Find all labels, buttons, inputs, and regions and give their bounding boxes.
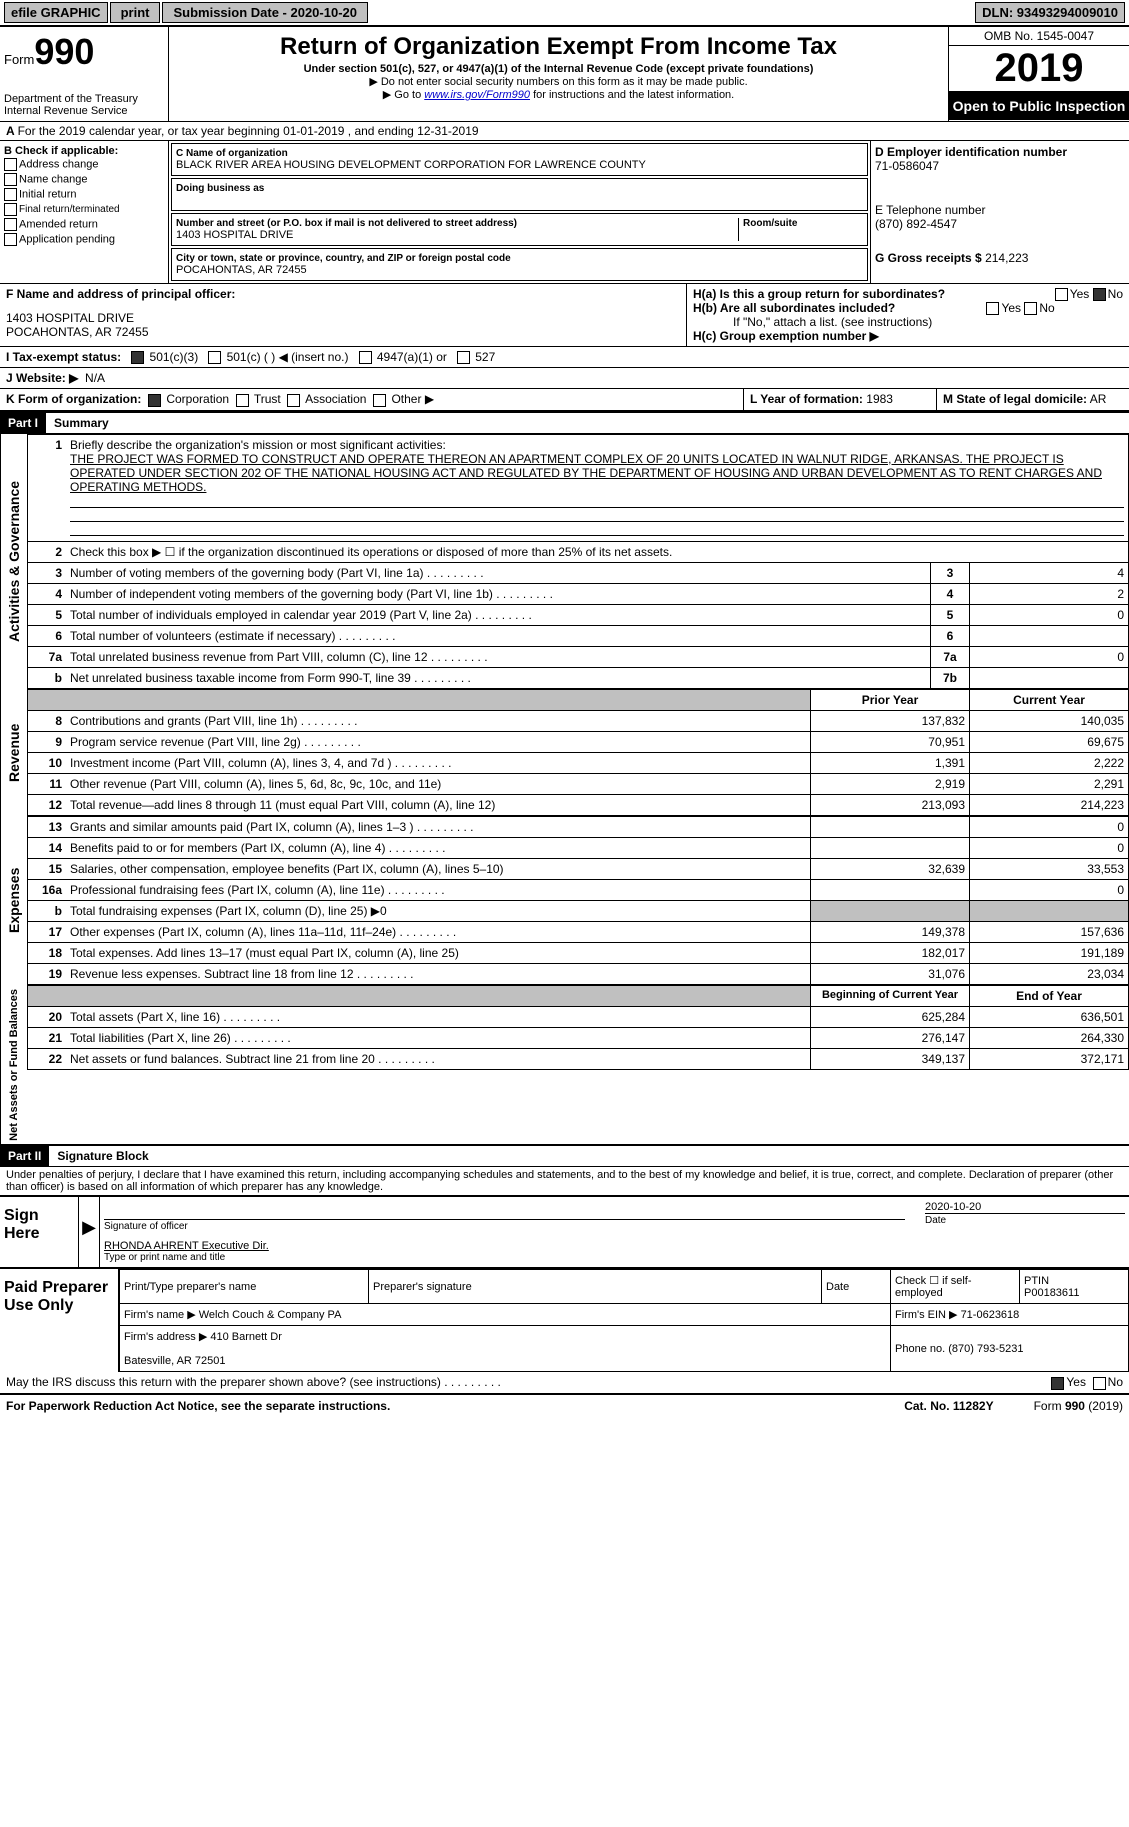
paid-preparer-section: Paid Preparer Use Only Print/Type prepar… (0, 1267, 1129, 1372)
check-if-applicable: B Check if applicable: Address change Na… (0, 141, 169, 283)
tax-year: 2019 (949, 46, 1129, 92)
tax-exempt-status: I Tax-exempt status: 501(c)(3) 501(c) ( … (0, 347, 1129, 368)
firm-name: Welch Couch & Company PA (199, 1309, 342, 1321)
form-org-row: K Form of organization: Corporation Trus… (0, 389, 1129, 410)
ein-value: 71-0586047 (875, 159, 1125, 173)
net-assets-section: Net Assets or Fund Balances Beginning of… (0, 985, 1129, 1145)
part-ii-header: Part II Signature Block (0, 1144, 1129, 1167)
form-word: Form (4, 52, 34, 67)
form-subtitle: Under section 501(c), 527, or 4947(a)(1)… (173, 63, 944, 75)
form-title: Return of Organization Exempt From Incom… (173, 33, 944, 61)
header-center: Return of Organization Exempt From Incom… (169, 27, 948, 121)
phone-value: (870) 892-4547 (875, 217, 1125, 231)
sign-here-section: Sign Here ▶ Signature of officer 2020-10… (0, 1195, 1129, 1267)
org-name: BLACK RIVER AREA HOUSING DEVELOPMENT COR… (176, 159, 863, 171)
street-address: 1403 HOSPITAL DRIVE (176, 229, 738, 241)
instructions-link-line: ▶ Go to www.irs.gov/Form990 for instruct… (173, 88, 944, 101)
top-bar: efile GRAPHIC print Submission Date - 20… (0, 0, 1129, 25)
dept-label: Department of the Treasury Internal Reve… (4, 93, 164, 117)
revenue-section: Revenue Prior YearCurrent Year 8Contribu… (0, 689, 1129, 816)
expenses-section: Expenses 13Grants and similar amounts pa… (0, 816, 1129, 985)
header-left: Form990 Department of the Treasury Inter… (0, 27, 169, 121)
activities-governance: Activities & Governance 1 Briefly descri… (0, 434, 1129, 689)
print-button[interactable]: print (110, 2, 161, 23)
privacy-note: ▶ Do not enter social security numbers o… (173, 75, 944, 88)
discuss-row: May the IRS discuss this return with the… (0, 1372, 1129, 1393)
entity-info-section: B Check if applicable: Address change Na… (0, 141, 1129, 284)
tax-year-line: A For the 2019 calendar year, or tax yea… (0, 122, 1129, 141)
header-right: OMB No. 1545-0047 2019 Open to Public In… (948, 27, 1129, 121)
part-i-header: Part I Summary (0, 411, 1129, 434)
ein-phone-block: D Employer identification number 71-0586… (871, 141, 1129, 283)
officer-name: RHONDA AHRENT Executive Dir. (104, 1240, 1125, 1252)
efile-label: efile GRAPHIC (4, 2, 108, 23)
omb-number: OMB No. 1545-0047 (949, 27, 1129, 46)
perjury-text: Under penalties of perjury, I declare th… (0, 1167, 1129, 1195)
website-row: J Website: ▶ N/A (0, 368, 1129, 389)
officer-group-return: F Name and address of principal officer:… (0, 284, 1129, 347)
gross-receipts: 214,223 (985, 251, 1028, 265)
sign-arrow-icon: ▶ (79, 1197, 100, 1267)
footer: For Paperwork Reduction Act Notice, see … (0, 1394, 1129, 1417)
instructions-link[interactable]: www.irs.gov/Form990 (424, 89, 530, 101)
submission-date: Submission Date - 2020-10-20 (162, 2, 368, 23)
name-address-block: C Name of organization BLACK RIVER AREA … (169, 141, 871, 283)
form-number: 990 (34, 31, 94, 72)
dln-label: DLN: 93493294009010 (975, 2, 1125, 23)
mission-text: THE PROJECT WAS FORMED TO CONSTRUCT AND … (70, 452, 1102, 494)
city-state-zip: POCAHONTAS, AR 72455 (176, 264, 863, 276)
form-header: Form990 Department of the Treasury Inter… (0, 25, 1129, 122)
open-public-badge: Open to Public Inspection (949, 92, 1129, 120)
